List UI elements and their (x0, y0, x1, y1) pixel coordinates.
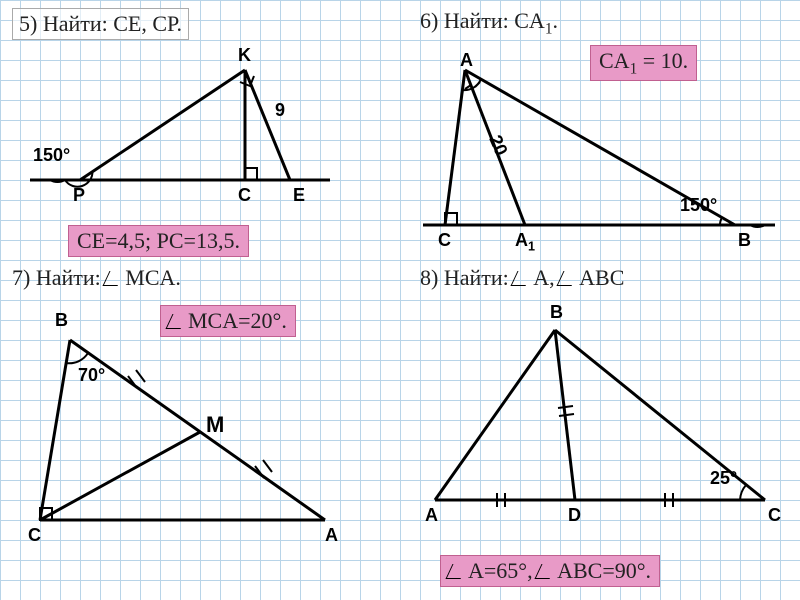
p6-angle150: 150° (680, 195, 717, 216)
p8-lbl-D: D (568, 505, 581, 526)
p7-lbl-C: C (28, 525, 41, 546)
p6-lbl-B: B (738, 230, 751, 251)
p7-prompt: 7) Найти: MCA. (12, 265, 181, 291)
p6-lbl-A: A (460, 50, 473, 71)
angle-icon (103, 271, 125, 286)
p7-angle70: 70° (78, 365, 105, 386)
p6-lbl-C: C (438, 230, 451, 251)
p8-answer: A=65°, ABC=90°. (440, 555, 660, 587)
p8-lbl-B: B (550, 302, 563, 323)
p5-num: 5) (19, 11, 37, 36)
angle-icon (557, 271, 579, 286)
p5-lbl-P: P (73, 185, 85, 206)
p6-figure (415, 55, 785, 245)
p5-lbl-E: E (293, 185, 305, 206)
p5-lbl-K: K (238, 45, 251, 66)
p7-lbl-M: M (206, 412, 224, 438)
p6-prompt: 6) Найти: CA1. (420, 8, 558, 38)
p5-prompt-text: Найти: СЕ, СР. (43, 11, 182, 36)
p6-lbl-A1: A1 (515, 230, 535, 254)
p8-prompt-text: Найти: A, ABC (444, 265, 625, 290)
p8-angle25: 25° (710, 468, 737, 489)
p5-answer: CE=4,5; PC=13,5. (68, 225, 249, 257)
angle-icon (446, 564, 468, 579)
p8-prompt: 8) Найти: A, ABC (420, 265, 624, 291)
p8-lbl-A: A (425, 505, 438, 526)
p8-num: 8) (420, 265, 438, 290)
p5-side-9: 9 (275, 100, 285, 121)
p7-lbl-A: A (325, 525, 338, 546)
p6-prompt-pre: Найти: CA (444, 8, 545, 33)
p7-lbl-B: B (55, 310, 68, 331)
p6-prompt-suf: . (553, 8, 559, 33)
p6-num: 6) (420, 8, 438, 33)
p5-lbl-C: C (238, 185, 251, 206)
angle-icon (511, 271, 533, 286)
p5-angle150: 150° (33, 145, 70, 166)
p7-num: 7) (12, 265, 30, 290)
p8-ans-a: A=65°, (468, 558, 538, 583)
p7-prompt-text: Найти: MCA. (36, 265, 181, 290)
p8-ans-abc: ABC=90°. (557, 558, 651, 583)
p5-prompt: 5) Найти: СЕ, СР. (12, 8, 189, 40)
p7-figure (15, 320, 345, 540)
p8-lbl-C: C (768, 505, 781, 526)
p6-prompt-sub: 1 (545, 20, 553, 37)
